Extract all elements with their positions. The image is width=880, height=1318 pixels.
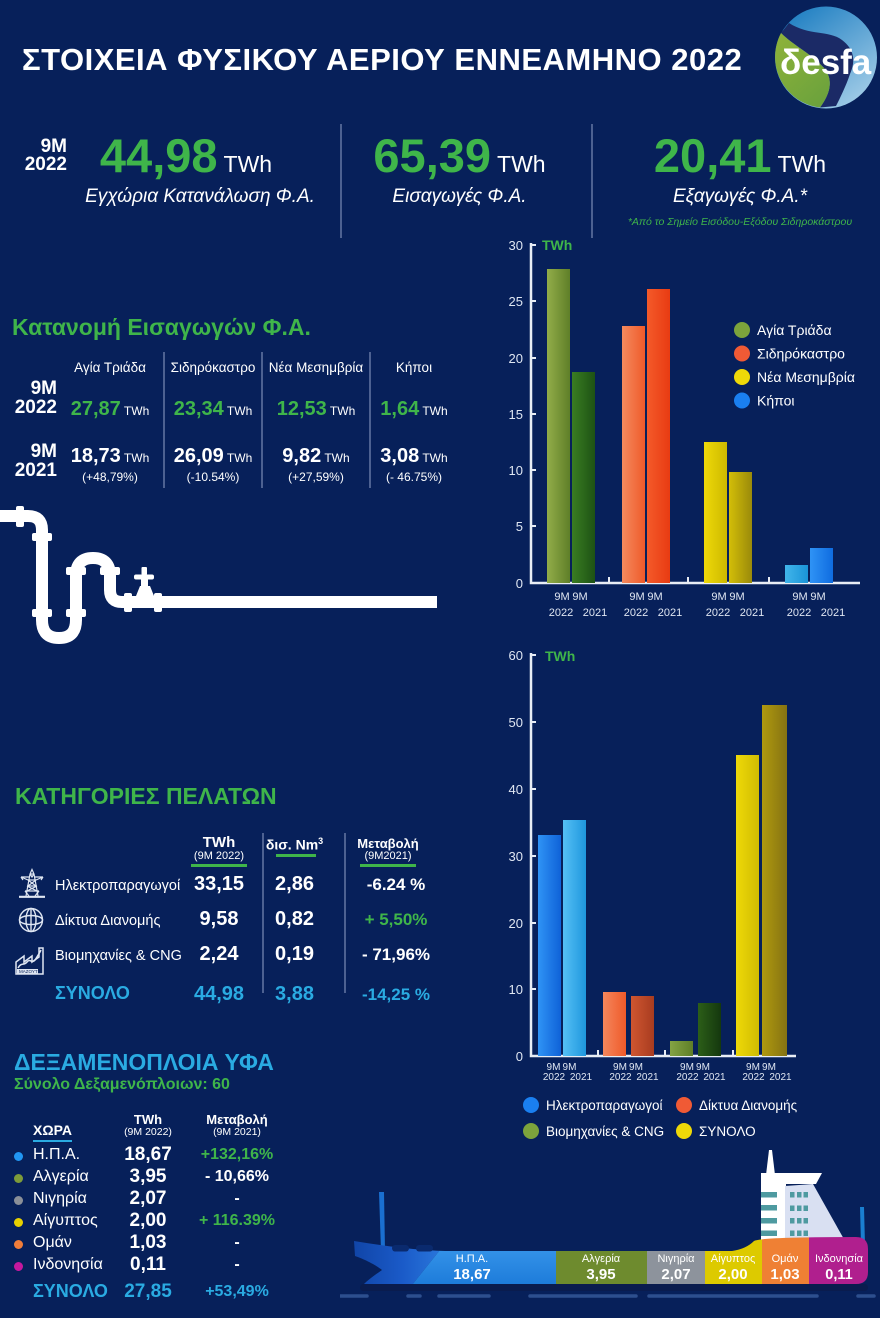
svg-text:2022: 2022 [543,1072,566,1083]
svg-text:0,11: 0,11 [825,1267,852,1283]
svg-text:2021: 2021 [703,1072,726,1083]
svg-text:2022: 2022 [624,607,648,619]
svg-text:10: 10 [509,463,523,478]
svg-text:Αλγερία: Αλγερία [582,1253,621,1265]
svg-text:2022: 2022 [609,1072,632,1083]
svg-text:2021: 2021 [570,1072,593,1083]
svg-text:0: 0 [516,1049,523,1064]
svg-text:9M: 9M [629,591,644,603]
svg-text:Αίγυπτος: Αίγυπτος [711,1253,756,1265]
svg-text:Νιγηρία: Νιγηρία [657,1253,695,1265]
svg-text:25: 25 [509,294,523,309]
svg-text:9M: 9M [629,1062,643,1073]
svg-text:1,03: 1,03 [770,1266,799,1283]
svg-text:Ηλεκτροπαραγωγοί: Ηλεκτροπαραγωγοί [546,1098,663,1113]
svg-text:60: 60 [509,648,523,663]
svg-text:40: 40 [509,782,523,797]
svg-text:2,07: 2,07 [661,1266,690,1283]
svg-text:5: 5 [516,519,523,534]
svg-text:TWh: TWh [542,237,572,253]
svg-text:18,67: 18,67 [453,1266,491,1283]
svg-text:2022: 2022 [549,607,573,619]
svg-text:Βιομηχανίες & CNG: Βιομηχανίες & CNG [546,1124,664,1139]
svg-text:0: 0 [516,576,523,591]
svg-text:9M: 9M [613,1062,627,1073]
svg-text:2021: 2021 [658,607,682,619]
svg-text:2022: 2022 [787,607,811,619]
svg-text:Σιδηρόκαστρο: Σιδηρόκαστρο [757,346,845,362]
svg-text:9M: 9M [647,591,662,603]
svg-text:2021: 2021 [740,607,764,619]
svg-text:9M: 9M [680,1062,694,1073]
svg-text:15: 15 [509,407,523,422]
svg-text:3,95: 3,95 [586,1266,615,1283]
svg-text:9M: 9M [554,591,569,603]
svg-text:ΣΥΝΟΛΟ: ΣΥΝΟΛΟ [699,1124,756,1139]
svg-text:2022: 2022 [742,1072,765,1083]
svg-text:2021: 2021 [636,1072,659,1083]
svg-text:9M: 9M [729,591,744,603]
svg-text:30: 30 [509,238,523,253]
svg-text:10: 10 [509,982,523,997]
svg-text:9M: 9M [547,1062,561,1073]
svg-text:Αγία Τριάδα: Αγία Τριάδα [757,322,832,338]
svg-text:Κήποι: Κήποι [757,393,794,409]
svg-text:2021: 2021 [821,607,845,619]
svg-text:TWh: TWh [545,648,575,664]
svg-text:2021: 2021 [769,1072,792,1083]
svg-text:9M: 9M [563,1062,577,1073]
svg-text:9M: 9M [810,591,825,603]
svg-text:ΜΑΖΟΥΤ: ΜΑΖΟΥΤ [19,969,38,974]
svg-text:9M: 9M [746,1062,760,1073]
svg-text:2021: 2021 [583,607,607,619]
svg-text:Δίκτυα Διανομής: Δίκτυα Διανομής [699,1098,798,1113]
svg-text:9M: 9M [762,1062,776,1073]
svg-text:20: 20 [509,916,523,931]
svg-text:Η.Π.Α.: Η.Π.Α. [456,1253,488,1265]
svg-text:50: 50 [509,715,523,730]
svg-text:δesfa: δesfa [780,43,872,82]
svg-text:2022: 2022 [676,1072,699,1083]
svg-text:2,00: 2,00 [718,1266,747,1283]
svg-text:Νέα Μεσημβρία: Νέα Μεσημβρία [757,369,855,385]
svg-text:9M: 9M [696,1062,710,1073]
svg-text:2022: 2022 [706,607,730,619]
svg-text:Ομάν: Ομάν [772,1253,799,1265]
svg-text:20: 20 [509,351,523,366]
svg-text:Ινδονησία: Ινδονησία [815,1253,864,1265]
svg-text:30: 30 [509,849,523,864]
svg-text:9M: 9M [572,591,587,603]
svg-text:9M: 9M [792,591,807,603]
svg-text:9M: 9M [711,591,726,603]
